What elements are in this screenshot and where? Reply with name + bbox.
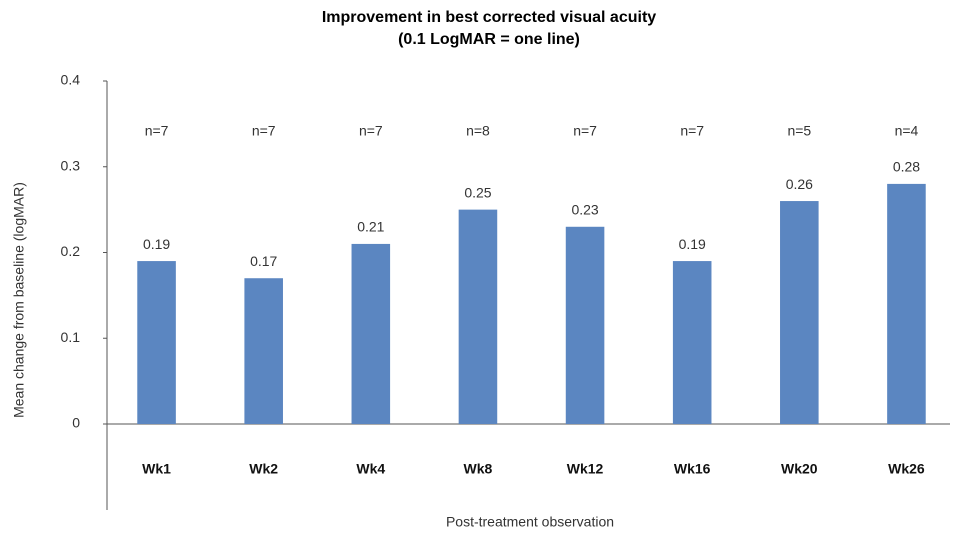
y-tick-label: 0 bbox=[72, 415, 80, 431]
chart-title: Improvement in best corrected visual acu… bbox=[322, 9, 656, 26]
y-tick-label: 0.4 bbox=[61, 72, 81, 88]
data-label: 0.17 bbox=[250, 253, 277, 269]
n-label: n=7 bbox=[145, 123, 169, 139]
data-label: 0.25 bbox=[464, 184, 491, 200]
n-label: n=7 bbox=[680, 123, 704, 139]
bar bbox=[780, 201, 819, 424]
data-label: 0.19 bbox=[143, 236, 170, 252]
n-label: n=7 bbox=[573, 123, 597, 139]
bar bbox=[458, 209, 498, 424]
x-tick-label: Wk8 bbox=[464, 461, 493, 477]
n-label: n=5 bbox=[787, 123, 811, 139]
data-label: 0.19 bbox=[679, 236, 706, 252]
n-label: n=7 bbox=[359, 123, 383, 139]
x-tick-label: Wk26 bbox=[888, 461, 925, 477]
bar bbox=[672, 261, 712, 424]
y-tick-label: 0.3 bbox=[61, 157, 81, 173]
data-label: 0.28 bbox=[893, 159, 920, 175]
data-label: 0.21 bbox=[357, 219, 384, 235]
bar bbox=[887, 183, 926, 424]
n-label: n=8 bbox=[466, 123, 490, 139]
x-axis-label: Post-treatment observation bbox=[446, 514, 614, 530]
y-tick-label: 0.2 bbox=[61, 243, 81, 259]
y-axis-label: Mean change from baseline (logMAR) bbox=[11, 182, 27, 418]
x-tick-label: Wk1 bbox=[142, 461, 171, 477]
x-tick-label: Wk20 bbox=[781, 461, 818, 477]
n-label: n=4 bbox=[895, 123, 919, 139]
data-label: 0.23 bbox=[571, 201, 598, 217]
n-label: n=7 bbox=[252, 123, 276, 139]
x-tick-label: Wk2 bbox=[249, 461, 278, 477]
bar bbox=[244, 278, 283, 424]
bar bbox=[137, 261, 176, 424]
y-tick-label: 0.1 bbox=[61, 329, 81, 345]
x-tick-label: Wk16 bbox=[674, 461, 711, 477]
data-label: 0.26 bbox=[786, 176, 813, 192]
bar bbox=[351, 243, 391, 424]
x-tick-label: Wk4 bbox=[356, 461, 385, 477]
bar bbox=[565, 226, 605, 424]
chart-subtitle: (0.1 LogMAR = one line) bbox=[398, 31, 580, 48]
x-tick-label: Wk12 bbox=[567, 461, 604, 477]
